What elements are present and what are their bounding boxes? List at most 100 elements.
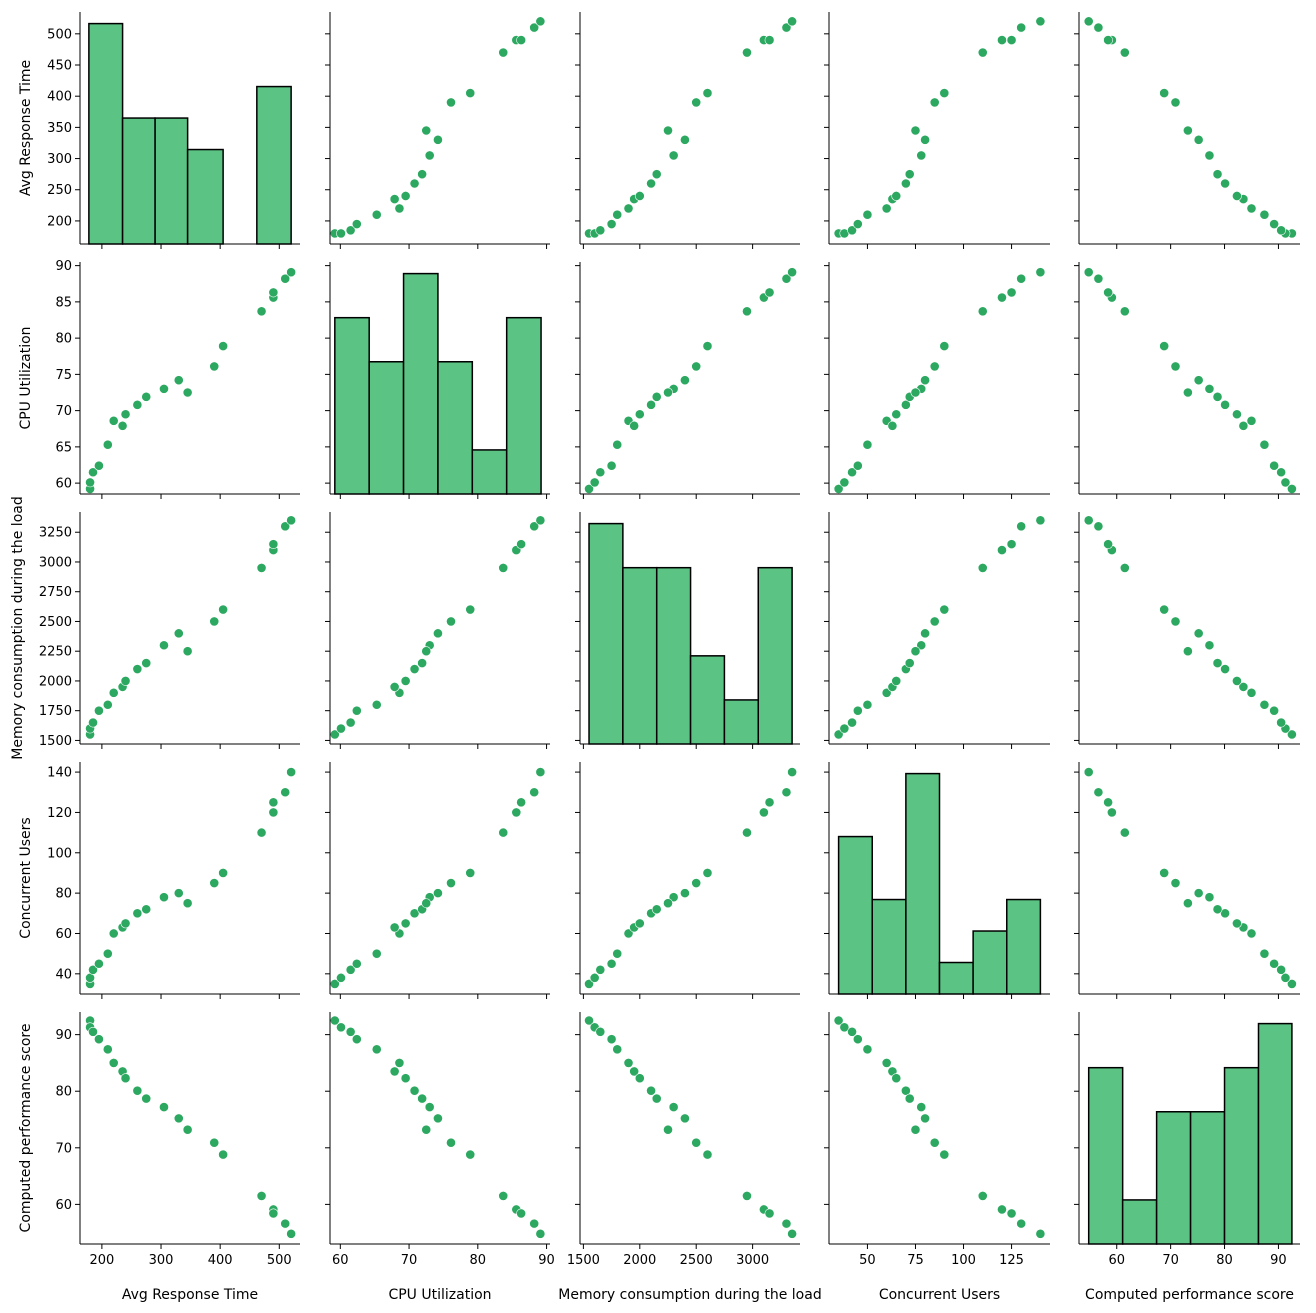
data-point	[182, 898, 193, 909]
x-axis-label: Concurrent Users	[879, 1287, 1000, 1303]
data-point	[1220, 178, 1230, 189]
data-point	[764, 1208, 775, 1219]
data-point	[182, 1124, 193, 1135]
data-point	[209, 361, 220, 372]
histogram-bar	[938, 961, 974, 995]
data-point	[417, 169, 428, 180]
data-point	[108, 1058, 119, 1068]
histogram-bar	[402, 272, 439, 495]
data-point	[1035, 16, 1046, 27]
panel-computed-performance-score-vs-avg-response-time: 60 70 80 90 200 300 400 500	[55, 1012, 300, 1268]
data-point	[702, 341, 713, 351]
data-point	[465, 88, 476, 98]
y-tick-label: 2000	[39, 674, 72, 689]
data-point	[173, 628, 184, 639]
x-tick-label: 3000	[736, 1253, 769, 1268]
data-point	[663, 1124, 673, 1135]
y-tick-label: 200	[47, 214, 72, 229]
data-point	[1238, 420, 1249, 431]
data-point	[910, 125, 921, 136]
data-point	[623, 1058, 634, 1068]
panel-cpu-utilization-vs-cpu-utilization	[325, 262, 550, 499]
data-point	[634, 918, 645, 929]
data-point	[1269, 705, 1280, 716]
data-point	[400, 1073, 411, 1084]
data-point	[1103, 287, 1114, 298]
histogram-bar	[655, 566, 692, 745]
x-tick-label: 300	[149, 1253, 174, 1268]
data-point	[920, 628, 930, 639]
panel-cpu-utilization-vs-concurrent-users	[824, 262, 1050, 499]
data-point	[651, 169, 662, 180]
data-point	[535, 16, 546, 27]
data-point	[516, 1208, 527, 1219]
y-tick-label: 85	[55, 295, 72, 310]
y-tick-label: 100	[47, 846, 72, 861]
data-point	[88, 1026, 98, 1037]
data-point	[929, 616, 940, 627]
data-point	[862, 699, 873, 710]
data-point	[646, 178, 656, 189]
data-point	[977, 563, 988, 573]
data-point	[663, 898, 673, 909]
data-point	[351, 958, 362, 969]
histogram-bar	[154, 117, 189, 245]
data-point	[1093, 22, 1104, 33]
y-tick-label: 80	[55, 332, 72, 347]
histogram-bar	[837, 835, 873, 995]
data-point	[920, 375, 930, 386]
histogram-bar	[622, 566, 658, 745]
histogram-bar	[1189, 1111, 1226, 1245]
data-point	[417, 1093, 428, 1104]
data-point	[904, 169, 915, 180]
histogram-bar	[1257, 1022, 1293, 1245]
data-point	[691, 1137, 702, 1148]
data-point	[268, 287, 279, 298]
data-point	[595, 1026, 606, 1037]
data-point	[209, 878, 220, 888]
data-point	[623, 928, 634, 939]
data-point	[409, 178, 420, 189]
data-point	[433, 134, 443, 145]
y-tick-label: 70	[55, 1141, 72, 1156]
data-point	[88, 717, 98, 728]
data-point	[852, 219, 863, 229]
x-tick-label: 100	[951, 1253, 976, 1268]
data-point	[1170, 361, 1181, 372]
data-point	[781, 1218, 792, 1229]
panel-avg-response-time-vs-concurrent-users	[824, 12, 1050, 249]
data-point	[1083, 267, 1094, 278]
x-tick-label: 80	[1216, 1253, 1233, 1268]
data-point	[997, 292, 1007, 303]
data-point	[345, 964, 356, 975]
data-point	[900, 1085, 911, 1096]
data-point	[446, 1137, 456, 1148]
y-tick-label: 300	[47, 152, 72, 167]
data-point	[606, 219, 617, 229]
data-point	[1119, 47, 1130, 58]
data-point	[939, 88, 950, 98]
data-point	[1159, 341, 1170, 351]
data-point	[977, 1191, 988, 1201]
x-tick-label: 90	[1270, 1253, 1287, 1268]
data-point	[862, 439, 873, 450]
data-point	[1016, 22, 1027, 33]
data-point	[120, 1073, 131, 1084]
data-point	[88, 467, 98, 478]
data-point	[651, 391, 662, 402]
data-point	[1259, 948, 1270, 959]
data-point	[108, 928, 119, 939]
data-point	[394, 1058, 405, 1068]
data-point	[589, 972, 600, 983]
data-point	[1204, 892, 1215, 903]
data-point	[833, 1015, 844, 1026]
data-point	[1220, 908, 1230, 919]
data-point	[742, 827, 752, 838]
panel-cpu-utilization-vs-computed-performance-score	[1074, 262, 1300, 499]
data-point	[268, 539, 279, 550]
data-point	[787, 1228, 798, 1239]
data-point	[891, 409, 902, 420]
data-point	[852, 460, 863, 471]
data-point	[742, 1191, 752, 1201]
histogram-bar	[1087, 1066, 1124, 1245]
